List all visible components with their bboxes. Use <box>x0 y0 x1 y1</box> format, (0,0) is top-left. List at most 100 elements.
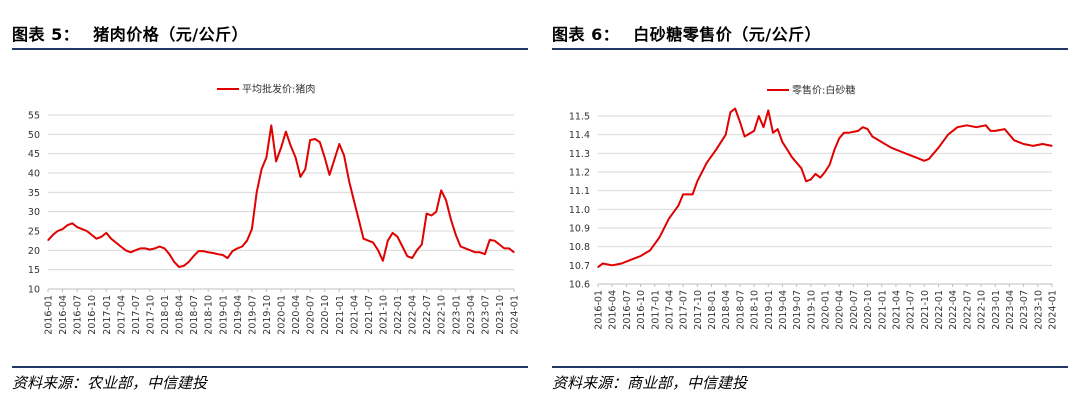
x-tick-label: 2021-01 <box>877 290 888 330</box>
x-tick-label: 2019-10 <box>262 295 273 335</box>
x-tick-label: 2023-04 <box>466 295 477 335</box>
source-note: 资料来源：农业部，中信建投 <box>12 374 208 392</box>
top-divider <box>12 48 528 50</box>
data-point <box>57 230 59 232</box>
data-point <box>914 156 916 158</box>
y-tick-label: 10.7 <box>569 261 590 272</box>
x-tick-label: 2016-07 <box>622 290 633 330</box>
data-point <box>299 176 301 178</box>
x-tick-label: 2021-04 <box>891 290 902 330</box>
data-point <box>630 259 632 261</box>
x-tick-label: 2022-07 <box>422 295 433 335</box>
x-tick-label: 2017-07 <box>131 295 142 335</box>
x-tick-label: 2018-04 <box>175 295 186 335</box>
data-point <box>805 180 807 182</box>
data-point <box>319 141 321 143</box>
data-point <box>222 254 224 256</box>
y-tick-label: 10.6 <box>569 280 590 291</box>
figure-label: 图表 6： <box>552 25 620 44</box>
data-point <box>387 240 389 242</box>
x-tick-label: 2017-10 <box>693 290 704 330</box>
data-point <box>285 131 287 133</box>
x-tick-label: 2020-07 <box>306 295 317 335</box>
data-point <box>426 213 428 215</box>
y-tick-label: 35 <box>28 188 40 199</box>
x-tick-label: 2020-01 <box>277 295 288 335</box>
data-point <box>696 180 698 182</box>
x-tick-label: 2021-01 <box>335 295 346 335</box>
data-point <box>450 218 452 220</box>
data-point <box>862 126 864 128</box>
data-point <box>105 232 107 234</box>
data-point <box>207 251 209 253</box>
data-point <box>829 163 831 166</box>
data-point <box>372 242 374 244</box>
data-point <box>819 177 821 179</box>
data-point <box>777 128 779 130</box>
data-point <box>1051 145 1053 147</box>
data-point <box>867 128 869 130</box>
data-point <box>144 247 146 249</box>
data-point <box>843 132 845 134</box>
x-tick-label: 2019-04 <box>778 290 789 330</box>
data-point <box>994 130 996 132</box>
data-point <box>411 257 413 259</box>
data-point <box>71 222 73 224</box>
x-tick-label: 2016-04 <box>608 290 619 330</box>
x-tick-label: 2019-07 <box>792 290 803 330</box>
x-tick-label: 2020-07 <box>849 290 860 330</box>
data-point <box>767 109 769 111</box>
data-point <box>139 247 141 249</box>
y-tick-label: 50 <box>28 130 40 141</box>
data-point <box>256 191 258 193</box>
data-point <box>508 247 510 249</box>
y-tick-label: 55 <box>28 111 40 122</box>
data-point <box>202 250 204 252</box>
data-point <box>597 266 599 268</box>
data-point <box>484 253 486 255</box>
x-tick-label: 2019-01 <box>218 295 229 335</box>
data-point <box>362 238 365 240</box>
data-point <box>682 193 684 195</box>
data-point <box>173 261 175 263</box>
data-point <box>324 156 326 159</box>
x-tick-label: 2023-07 <box>1019 290 1030 330</box>
data-point <box>460 245 462 248</box>
x-tick-label: 2017-01 <box>650 290 661 330</box>
data-point <box>810 178 812 181</box>
data-point <box>314 138 316 140</box>
data-point <box>183 265 185 267</box>
figure-title-text: 白砂糖零售价（元/公斤） <box>633 25 822 44</box>
data-point <box>125 249 127 251</box>
x-tick-label: 2019-01 <box>764 290 775 330</box>
data-point <box>989 130 992 132</box>
x-tick-label: 2023-01 <box>451 295 462 335</box>
left-figure-panel: 图表 5： 猪肉价格（元/公斤） 10 15 20 25 30 35 40 45 50 55 2016… <box>12 0 538 407</box>
x-tick-label: 2022-10 <box>437 295 448 335</box>
y-tick-label: 10 <box>28 285 40 296</box>
y-tick-label: 30 <box>28 207 40 218</box>
data-point <box>115 242 117 244</box>
x-tick-label: 2017-07 <box>679 290 690 330</box>
data-point <box>800 167 802 169</box>
data-point <box>343 155 345 157</box>
x-tick-label: 2022-01 <box>934 290 945 330</box>
data-point <box>251 228 253 230</box>
x-tick-label: 2018-10 <box>204 295 215 335</box>
data-point <box>265 156 267 159</box>
data-point <box>290 145 292 147</box>
x-tick-label: 2018-01 <box>707 290 718 330</box>
data-point <box>796 162 798 164</box>
sugar-price-chart: 10.6 10.7 10.8 10.9 11.0 11.1 11.2 11.3 11.4 11.5… <box>569 84 1059 330</box>
data-point <box>270 124 272 126</box>
data-point <box>833 149 836 151</box>
data-point <box>786 149 788 151</box>
data-point <box>706 162 708 164</box>
data-point <box>455 234 457 236</box>
data-point <box>985 124 987 126</box>
data-point <box>900 150 902 153</box>
data-point <box>52 234 54 236</box>
x-tick-label: 2021-10 <box>920 290 931 330</box>
pork-price-chart: 10 15 20 25 30 35 40 45 50 55 2016-01 2016-04 2016-0… <box>28 83 521 335</box>
x-tick-label: 2020-04 <box>835 290 846 330</box>
